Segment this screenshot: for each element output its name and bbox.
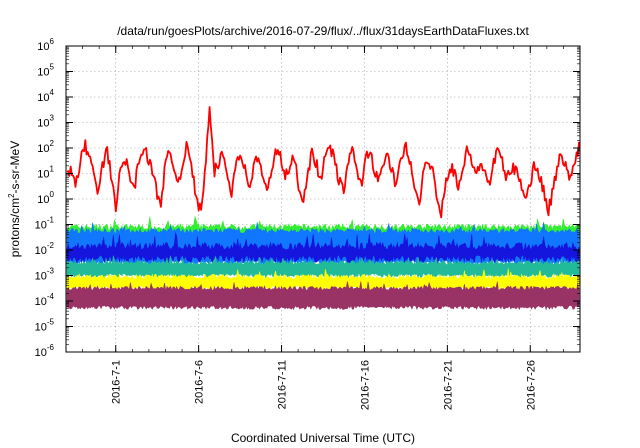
y-tick-exponent: -2 [47,241,55,250]
y-tick-exponent: 2 [50,139,55,148]
y-tick-base: 10 [35,245,47,257]
y-tick-exponent: -4 [47,292,55,301]
y-tick-base: 10 [37,41,49,53]
series-band-6 [66,281,580,311]
y-tick-base: 10 [35,322,47,334]
y-tick-exponent: -3 [47,267,55,276]
x-tick-label: 2016-7-1 [111,360,123,404]
y-tick-base: 10 [37,118,49,130]
x-tick-label: 2016-7-6 [194,360,206,404]
y-tick-label: 10-4 [35,292,55,308]
y-axis-label: protons/cm2-s-sr-MeV [7,141,22,257]
y-tick-label: 10-1 [35,216,55,232]
y-tick-exponent: -5 [47,318,55,327]
y-tick-exponent: -6 [47,343,55,352]
y-tick-base: 10 [35,220,47,232]
y-tick-label: 100 [37,190,54,206]
y-tick-base: 10 [37,92,49,104]
y-tick-base: 10 [35,271,47,283]
y-tick-exponent: 4 [50,88,55,97]
y-tick-label: 10-5 [35,318,55,334]
y-tick-base: 10 [37,143,49,155]
y-tick-base: 10 [37,169,49,181]
y-tick-exponent: 1 [50,165,55,174]
y-tick-label: 102 [37,139,54,155]
x-tick-label: 2016-7-26 [525,360,537,410]
y-tick-exponent: 3 [50,114,55,123]
y-axis-label-sup: 2 [7,193,16,198]
y-tick-label: 10-2 [35,241,55,257]
y-tick-exponent: 0 [50,190,55,199]
y-tick-label: 105 [37,63,54,79]
y-tick-exponent: 6 [50,37,55,46]
series-line-0 [66,106,580,219]
plot-area [66,106,580,311]
y-axis-label-suffix: -s-sr-MeV [8,141,22,194]
x-axis: 2016-7-1 2016-7-6 2016-7-11 2016-7-16 2016-7… [65,46,581,410]
y-tick-exponent: 5 [50,63,55,72]
y-tick-base: 10 [37,67,49,79]
y-tick-label: 101 [37,165,54,181]
y-tick-exponent: -1 [47,216,55,225]
y-tick-label: 106 [37,37,54,53]
x-tick-label: 2016-7-11 [277,360,289,409]
chart-title: /data/run/goesPlots/archive/2016-07-29/f… [117,24,529,38]
y-tick-base: 10 [37,194,49,206]
y-tick-base: 10 [35,347,47,359]
y-tick-label: 104 [37,88,54,104]
x-tick-label: 2016-7-16 [359,360,371,410]
y-axis-label-prefix: protons/cm [8,198,22,257]
y-tick-base: 10 [35,296,47,308]
x-tick-label: 2016-7-21 [442,360,454,410]
y-tick-label: 10-6 [35,343,55,359]
y-axis: 10-610-510-410-310-210-11001011021031041… [35,37,580,359]
y-tick-label: 10-3 [35,267,55,283]
x-axis-label: Coordinated Universal Time (UTC) [231,431,415,445]
y-tick-label: 103 [37,114,54,130]
